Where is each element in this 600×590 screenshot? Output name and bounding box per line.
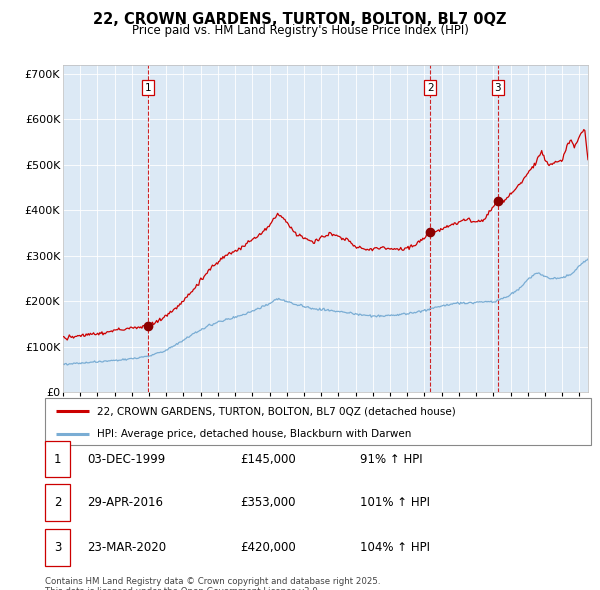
Text: HPI: Average price, detached house, Blackburn with Darwen: HPI: Average price, detached house, Blac… <box>97 429 411 438</box>
Text: 104% ↑ HPI: 104% ↑ HPI <box>360 541 430 554</box>
Text: 22, CROWN GARDENS, TURTON, BOLTON, BL7 0QZ: 22, CROWN GARDENS, TURTON, BOLTON, BL7 0… <box>93 12 507 27</box>
Text: 2: 2 <box>427 83 434 93</box>
Text: 03-DEC-1999: 03-DEC-1999 <box>87 453 165 466</box>
Text: Price paid vs. HM Land Registry's House Price Index (HPI): Price paid vs. HM Land Registry's House … <box>131 24 469 37</box>
Text: 3: 3 <box>494 83 501 93</box>
Text: 3: 3 <box>54 541 61 554</box>
Text: 1: 1 <box>54 453 61 466</box>
Text: 101% ↑ HPI: 101% ↑ HPI <box>360 496 430 509</box>
Text: £353,000: £353,000 <box>240 496 296 509</box>
Text: 22, CROWN GARDENS, TURTON, BOLTON, BL7 0QZ (detached house): 22, CROWN GARDENS, TURTON, BOLTON, BL7 0… <box>97 407 455 417</box>
Text: Contains HM Land Registry data © Crown copyright and database right 2025.
This d: Contains HM Land Registry data © Crown c… <box>45 577 380 590</box>
Text: £145,000: £145,000 <box>240 453 296 466</box>
FancyBboxPatch shape <box>45 398 591 445</box>
Text: 29-APR-2016: 29-APR-2016 <box>87 496 163 509</box>
Text: 2: 2 <box>54 496 61 509</box>
Text: 23-MAR-2020: 23-MAR-2020 <box>87 541 166 554</box>
Text: £420,000: £420,000 <box>240 541 296 554</box>
Text: 1: 1 <box>145 83 151 93</box>
Text: 91% ↑ HPI: 91% ↑ HPI <box>360 453 422 466</box>
